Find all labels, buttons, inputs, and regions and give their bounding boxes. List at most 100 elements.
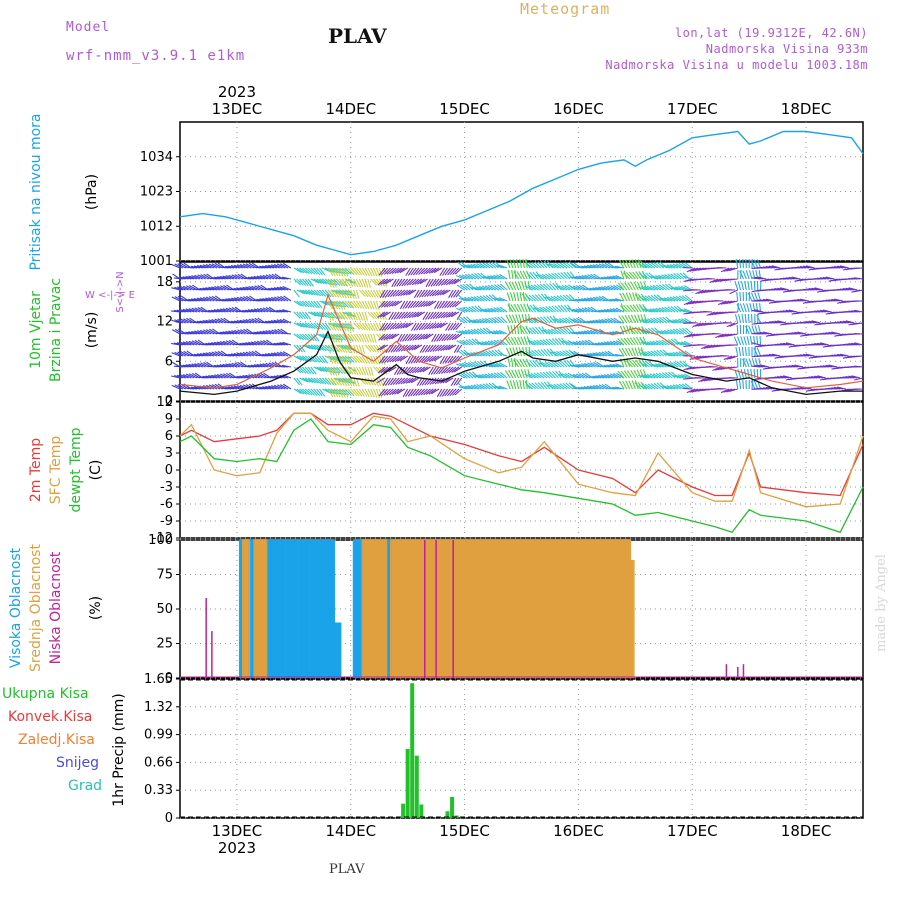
wind-barb [490, 307, 499, 313]
wind-barb [443, 366, 451, 374]
wind-barb [470, 263, 480, 269]
wind-barb [568, 349, 576, 357]
wind-barb [313, 388, 321, 397]
wind-barb [613, 284, 622, 291]
wind-barb [465, 274, 474, 280]
wind-barb [250, 276, 260, 280]
wind-barb [684, 262, 693, 269]
wind-barbs-layer [171, 258, 864, 398]
wind-barb [578, 298, 588, 302]
wind-barb [665, 283, 673, 291]
wind-barb [425, 267, 434, 274]
wind-barb [299, 333, 307, 341]
wind-barb [578, 331, 588, 335]
wind-barb [525, 383, 534, 390]
panel-3-ytick-label: 75 [156, 568, 173, 583]
wind-barb [403, 311, 411, 319]
wind-barb [533, 340, 542, 346]
wind-barb [182, 373, 192, 379]
wind-barb [446, 333, 454, 341]
wind-barb [208, 319, 218, 324]
wind-barb [728, 278, 738, 281]
wind-barb [681, 262, 690, 269]
top-day-label: 17DEC [667, 100, 718, 118]
wind-barb [627, 282, 633, 291]
wind-barb [524, 281, 528, 291]
wind-barb [390, 344, 397, 353]
wind-barb [525, 327, 534, 335]
wind-barb [673, 273, 682, 280]
wind-barb [669, 384, 679, 390]
wind-barb [380, 278, 389, 285]
wind-barb [643, 341, 653, 346]
wind-barb [782, 342, 792, 346]
wind-barb [794, 364, 804, 368]
wind-barb [703, 310, 713, 313]
wind-barb [736, 324, 739, 335]
wind-barb [672, 296, 682, 302]
wind-barb [245, 277, 255, 280]
wind-barb [511, 314, 517, 324]
wind-barb [391, 278, 397, 288]
wind-barb [491, 317, 500, 324]
wind-barb [535, 326, 542, 335]
wind-barb [251, 373, 260, 379]
wind-barb [542, 339, 551, 346]
wind-barb [470, 296, 480, 302]
wind-barb [609, 373, 619, 379]
wind-barb [811, 287, 821, 291]
wind-barb [547, 361, 556, 368]
wind-barb [480, 360, 488, 368]
wind-barb [785, 309, 795, 313]
wind-barb [675, 286, 684, 291]
wind-barb [449, 388, 457, 396]
wind-barb [647, 318, 656, 324]
wind-barb [652, 308, 662, 313]
wind-barb [555, 370, 562, 379]
wind-barb [254, 340, 263, 346]
wind-barb [445, 322, 451, 331]
wind-barb [729, 289, 739, 295]
wind-barb [777, 376, 787, 379]
wind-barb [667, 306, 676, 313]
wind-barb [353, 289, 357, 299]
wind-barb [190, 354, 201, 357]
wind-barb [227, 321, 237, 324]
wind-barb [631, 259, 636, 269]
wind-barb [333, 355, 339, 365]
wind-barb [367, 322, 374, 331]
wind-barb [675, 351, 684, 357]
wind-barb [600, 309, 610, 313]
wind-barb [262, 353, 272, 357]
wind-barb [344, 366, 352, 375]
wind-barb [464, 329, 474, 335]
lonlat-info: lon,lat (19.9312E, 42.6N) [674, 26, 868, 40]
wind-barb [517, 369, 523, 379]
wind-barb [208, 309, 218, 313]
wind-barb [615, 265, 625, 269]
wind-barb [471, 306, 480, 313]
wind-barb [313, 278, 322, 284]
wind-barb [347, 278, 354, 287]
wind-barb [327, 267, 334, 276]
wind-barb [526, 272, 534, 280]
wind-barb [612, 275, 622, 280]
wind-barb [557, 337, 565, 346]
temp-unit: (C) [88, 460, 104, 481]
wind-barb [219, 340, 229, 346]
wind-barb [267, 287, 277, 291]
wind-barb [586, 288, 596, 291]
wind-barb [443, 311, 451, 319]
wind-barb [236, 264, 246, 269]
wind-barb [268, 329, 277, 335]
wind-barb [361, 311, 366, 321]
wind-barb [620, 337, 628, 346]
wind-barb [620, 370, 628, 379]
wind-barb [213, 309, 223, 313]
top-year-label: 2023 [218, 83, 256, 101]
wind-barb [679, 360, 687, 368]
wind-barb [299, 289, 308, 295]
wind-barb [647, 262, 656, 269]
wind-barb [197, 274, 206, 280]
wind-barb [177, 384, 186, 390]
